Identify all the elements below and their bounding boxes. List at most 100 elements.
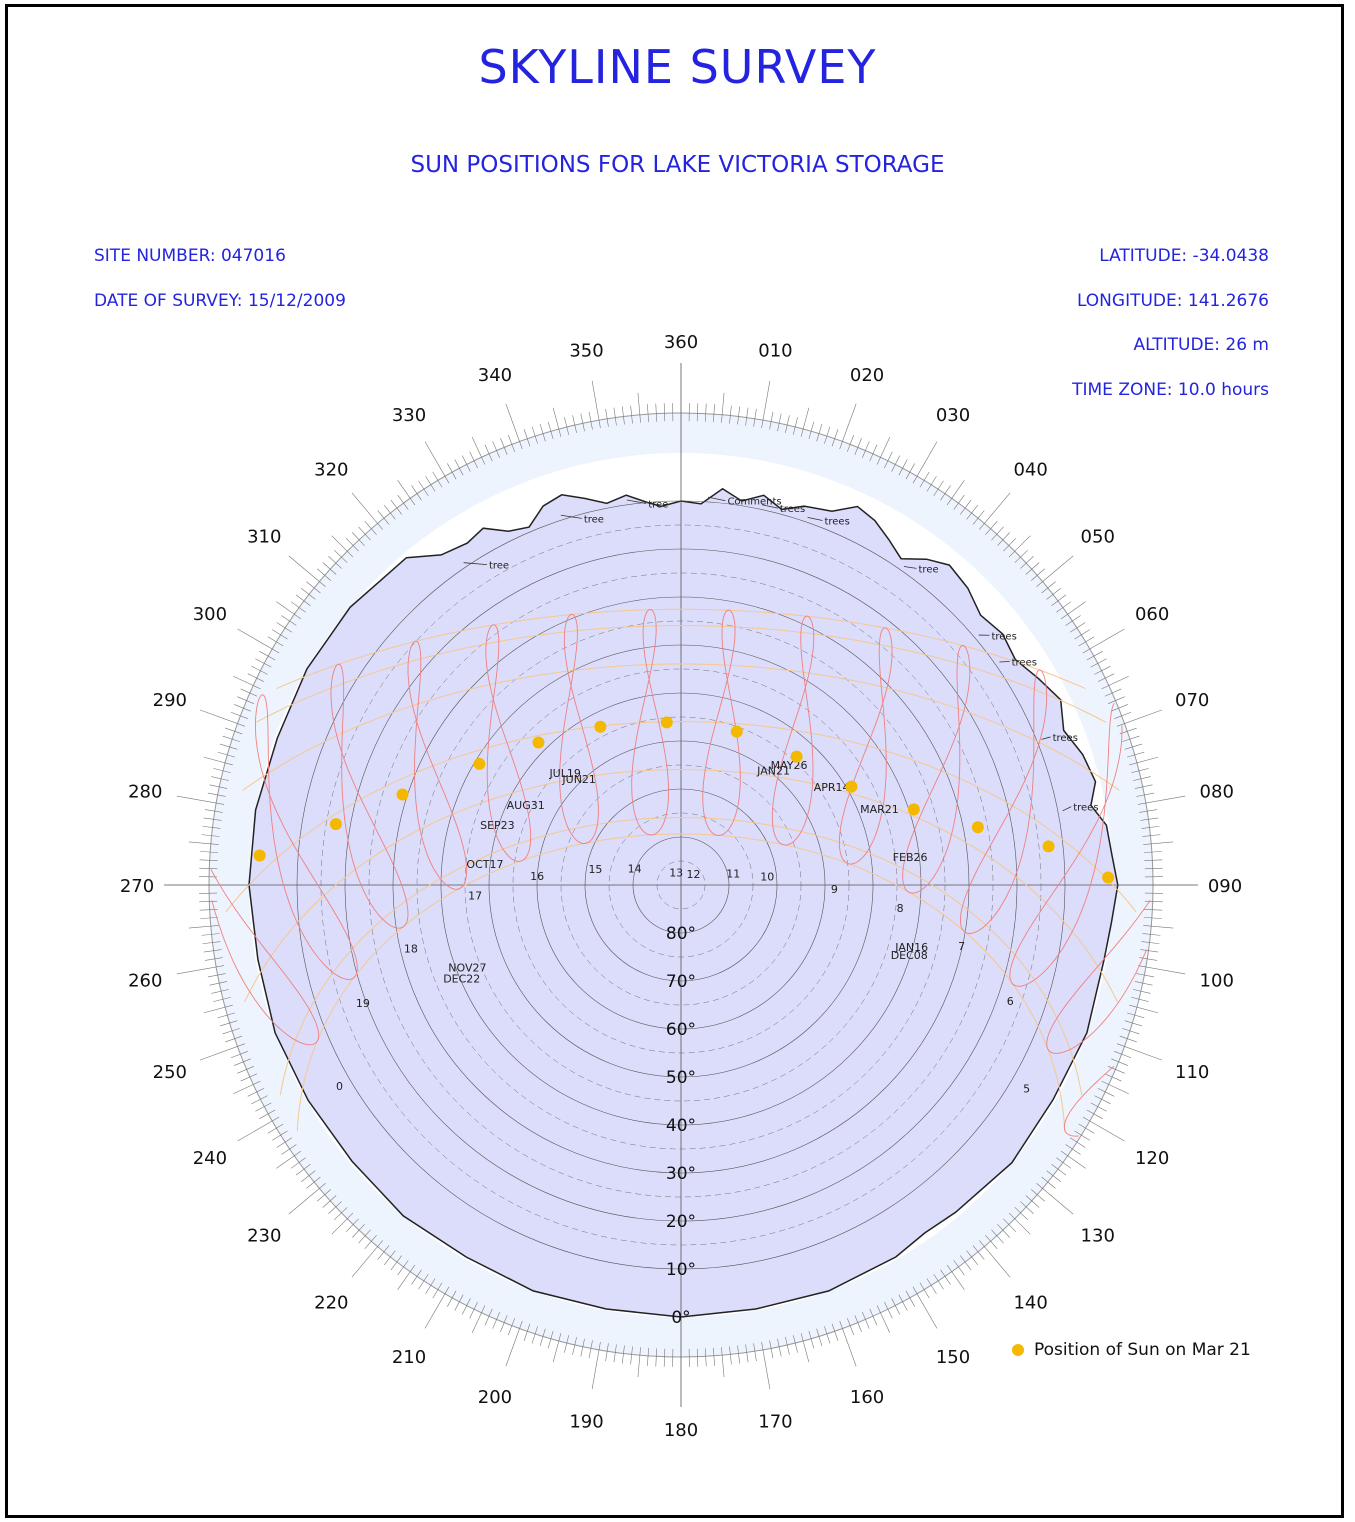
azimuth-label: 270: [120, 876, 154, 897]
hour-label: 6: [1007, 995, 1014, 1008]
azimuth-tick: [831, 1323, 839, 1341]
azimuth-tick: [940, 1269, 951, 1285]
azimuth-tick: [912, 441, 938, 484]
azimuth-tick: [447, 1290, 457, 1307]
azimuth-tick: [484, 1308, 493, 1326]
azimuth-tick: [240, 688, 258, 697]
azimuth-tick: [547, 421, 554, 440]
azimuth-label: 330: [392, 405, 426, 426]
azimuth-tick: [800, 1333, 810, 1363]
azimuth-tick: [1056, 601, 1072, 613]
azimuth-tick: [1082, 628, 1125, 654]
date-label: SEP23: [480, 819, 515, 832]
azimuth-tick: [919, 471, 930, 488]
azimuth-tick: [946, 480, 965, 506]
azimuth-label: 200: [478, 1387, 512, 1408]
azimuth-label: 280: [128, 782, 162, 803]
azimuth-tick: [432, 1282, 443, 1299]
azimuth-tick: [564, 1335, 570, 1353]
azimuth-tick: [1116, 1043, 1163, 1061]
azimuth-tick: [1056, 1157, 1072, 1169]
azimuth-tick: [240, 1073, 258, 1082]
azimuth-tick: [1025, 1195, 1040, 1208]
azimuth-tick: [331, 1212, 354, 1235]
azimuth-tick: [358, 1229, 371, 1244]
hour-label: 14: [628, 863, 642, 876]
azimuth-tick: [613, 407, 617, 426]
sun-position-point: [660, 716, 673, 729]
azimuth-tick: [397, 480, 416, 506]
azimuth-tick: [637, 392, 641, 423]
azimuth-tick: [547, 1330, 554, 1349]
azimuth-tick: [202, 825, 221, 829]
azimuth-tick: [539, 1328, 546, 1347]
azimuth-tick: [259, 1109, 276, 1119]
azimuth-label: 190: [569, 1412, 603, 1433]
azimuth-label: 050: [1081, 526, 1115, 547]
analemma-path: [771, 615, 815, 846]
azimuth-tick: [839, 403, 857, 450]
azimuth-tick: [926, 1278, 937, 1294]
elevation-label: 50°: [666, 1068, 696, 1088]
azimuth-tick: [219, 743, 238, 750]
azimuth-label: 320: [314, 459, 348, 480]
azimuth-tick: [300, 588, 316, 600]
azimuth-tick: [492, 441, 500, 459]
azimuth-tick: [621, 406, 625, 425]
azimuth-tick: [1129, 756, 1159, 766]
azimuth-tick: [203, 949, 222, 953]
azimuth-tick: [1104, 688, 1122, 697]
annotation-leader: [903, 566, 917, 569]
azimuth-tick: [492, 1311, 500, 1329]
azimuth-label: 130: [1081, 1226, 1115, 1247]
azimuth-tick: [905, 463, 915, 480]
azimuth-tick: [200, 917, 219, 919]
azimuth-tick: [276, 1137, 293, 1148]
azimuth-tick: [259, 651, 276, 661]
azimuth-tick: [272, 1130, 288, 1141]
date-path: [242, 663, 1120, 791]
azimuth-tick: [785, 1337, 790, 1355]
analemma-path: [959, 669, 1048, 934]
azimuth-tick: [663, 403, 666, 422]
azimuth-tick: [647, 1347, 649, 1366]
azimuth-tick: [1143, 851, 1162, 853]
azimuth-tick: [824, 1326, 831, 1344]
azimuth-label: 090: [1208, 876, 1242, 897]
azimuth-tick: [203, 817, 222, 821]
azimuth-tick: [862, 441, 870, 459]
azimuth-tick: [1142, 933, 1161, 936]
azimuth-tick: [946, 1264, 965, 1290]
sun-position-point: [1042, 840, 1055, 853]
azimuth-tick: [663, 1348, 666, 1367]
azimuth-tick: [1086, 651, 1103, 661]
azimuth-tick: [1141, 941, 1160, 945]
azimuth-tick: [1131, 996, 1149, 1002]
azimuth-tick: [288, 555, 326, 587]
azimuth-tick: [926, 476, 937, 492]
azimuth-tick: [721, 392, 725, 423]
site-number: SITE NUMBER: 047016: [94, 246, 286, 266]
azimuth-tick: [201, 933, 220, 936]
azimuth-tick: [769, 1340, 774, 1359]
analemma-path: [702, 609, 741, 836]
azimuth-tick: [345, 538, 359, 552]
azimuth-tick: [267, 636, 284, 647]
azimuth-tick: [505, 403, 523, 450]
azimuth-tick: [352, 1224, 365, 1238]
elevation-label: 30°: [666, 1164, 696, 1184]
azimuth-tick: [898, 1294, 908, 1311]
azimuth-tick: [884, 1301, 893, 1319]
azimuth-tick: [979, 492, 1011, 530]
azimuth-tick: [352, 532, 365, 546]
azimuth-tick: [1129, 1004, 1159, 1014]
page-subtitle: SUN POSITIONS FOR LAKE VICTORIA STORAGE: [410, 152, 945, 178]
azimuth-tick: [1111, 704, 1129, 712]
azimuth-tick: [1069, 1137, 1086, 1148]
azimuth-tick: [425, 476, 436, 492]
azimuth-tick: [997, 1224, 1010, 1238]
azimuth-tick: [1119, 1035, 1137, 1043]
azimuth-tick: [345, 1218, 359, 1232]
sun-position-point: [971, 821, 984, 834]
